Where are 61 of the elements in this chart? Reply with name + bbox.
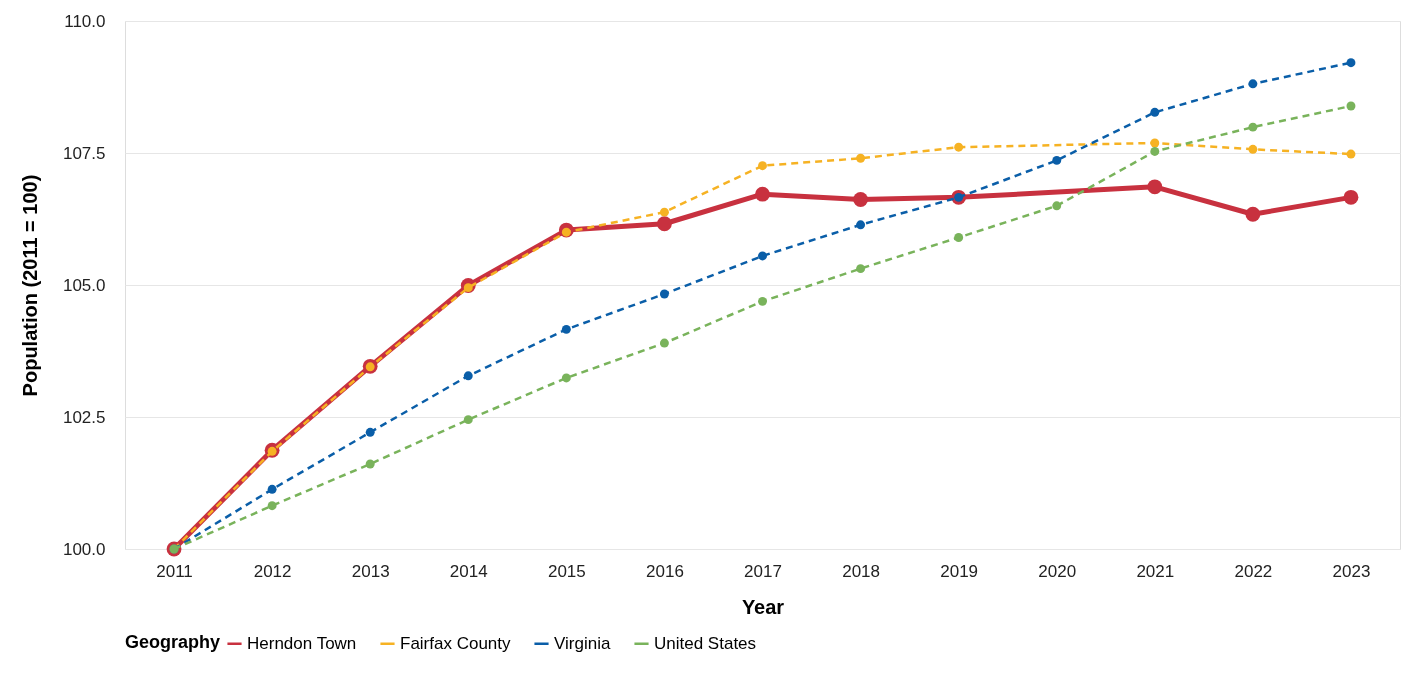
x-tick-label: 2018 [842,561,880,581]
point [365,427,375,437]
point [1248,79,1258,89]
point [1052,155,1062,165]
point [758,296,767,306]
x-tick-label: 2014 [449,561,488,581]
point [561,373,571,383]
x-axis-title: Year [741,595,785,618]
point [657,216,672,232]
point [954,233,964,242]
y-tick-label: 105.0 [62,275,106,295]
legend-label: Virginia [554,633,611,653]
point [659,207,669,217]
point [1346,149,1356,159]
legend-label: Fairfax County [400,633,512,653]
x-tick-label: 2023 [1332,561,1371,581]
x-tick-label: 2015 [547,561,586,581]
point [758,251,767,261]
point [267,484,277,494]
x-tick-label: 2016 [646,561,684,581]
point [659,289,669,299]
point [659,338,669,348]
legend-label: United States [654,633,757,653]
point [758,161,767,171]
x-tick-label: 2013 [351,561,390,581]
point [1346,101,1356,111]
point [1150,146,1160,156]
point [1248,144,1258,154]
point [1343,189,1359,205]
point [856,220,866,230]
x-tick-label: 2012 [253,561,292,581]
x-tick-label: 2020 [1038,561,1077,581]
x-tick-label: 2022 [1234,561,1273,581]
y-tick-label: 107.5 [62,143,106,163]
y-tick-label: 110.0 [64,11,106,31]
point [1346,58,1356,68]
point [1147,179,1163,195]
point [755,186,770,202]
point [1248,122,1258,132]
point [856,153,866,163]
point [954,142,964,152]
legend-title: Geography [125,632,221,652]
x-tick-label: 2011 [156,561,193,581]
point [856,264,866,274]
y-tick-label: 100.0 [62,539,106,559]
point [853,192,868,207]
point [267,501,277,511]
point [561,324,571,334]
point [1245,206,1261,222]
x-tick-label: 2017 [744,561,782,581]
y-axis-title: Population (2011 = 100) [18,174,41,397]
point [1150,138,1160,148]
legend-label: Herndon Town [247,633,357,653]
x-tick-label: 2019 [940,561,979,581]
point [365,459,375,469]
point [463,371,473,381]
y-tick-label: 102.5 [62,407,106,427]
point [1150,107,1160,117]
x-tick-label: 2021 [1136,561,1175,581]
point [1052,201,1062,211]
point [463,415,473,425]
